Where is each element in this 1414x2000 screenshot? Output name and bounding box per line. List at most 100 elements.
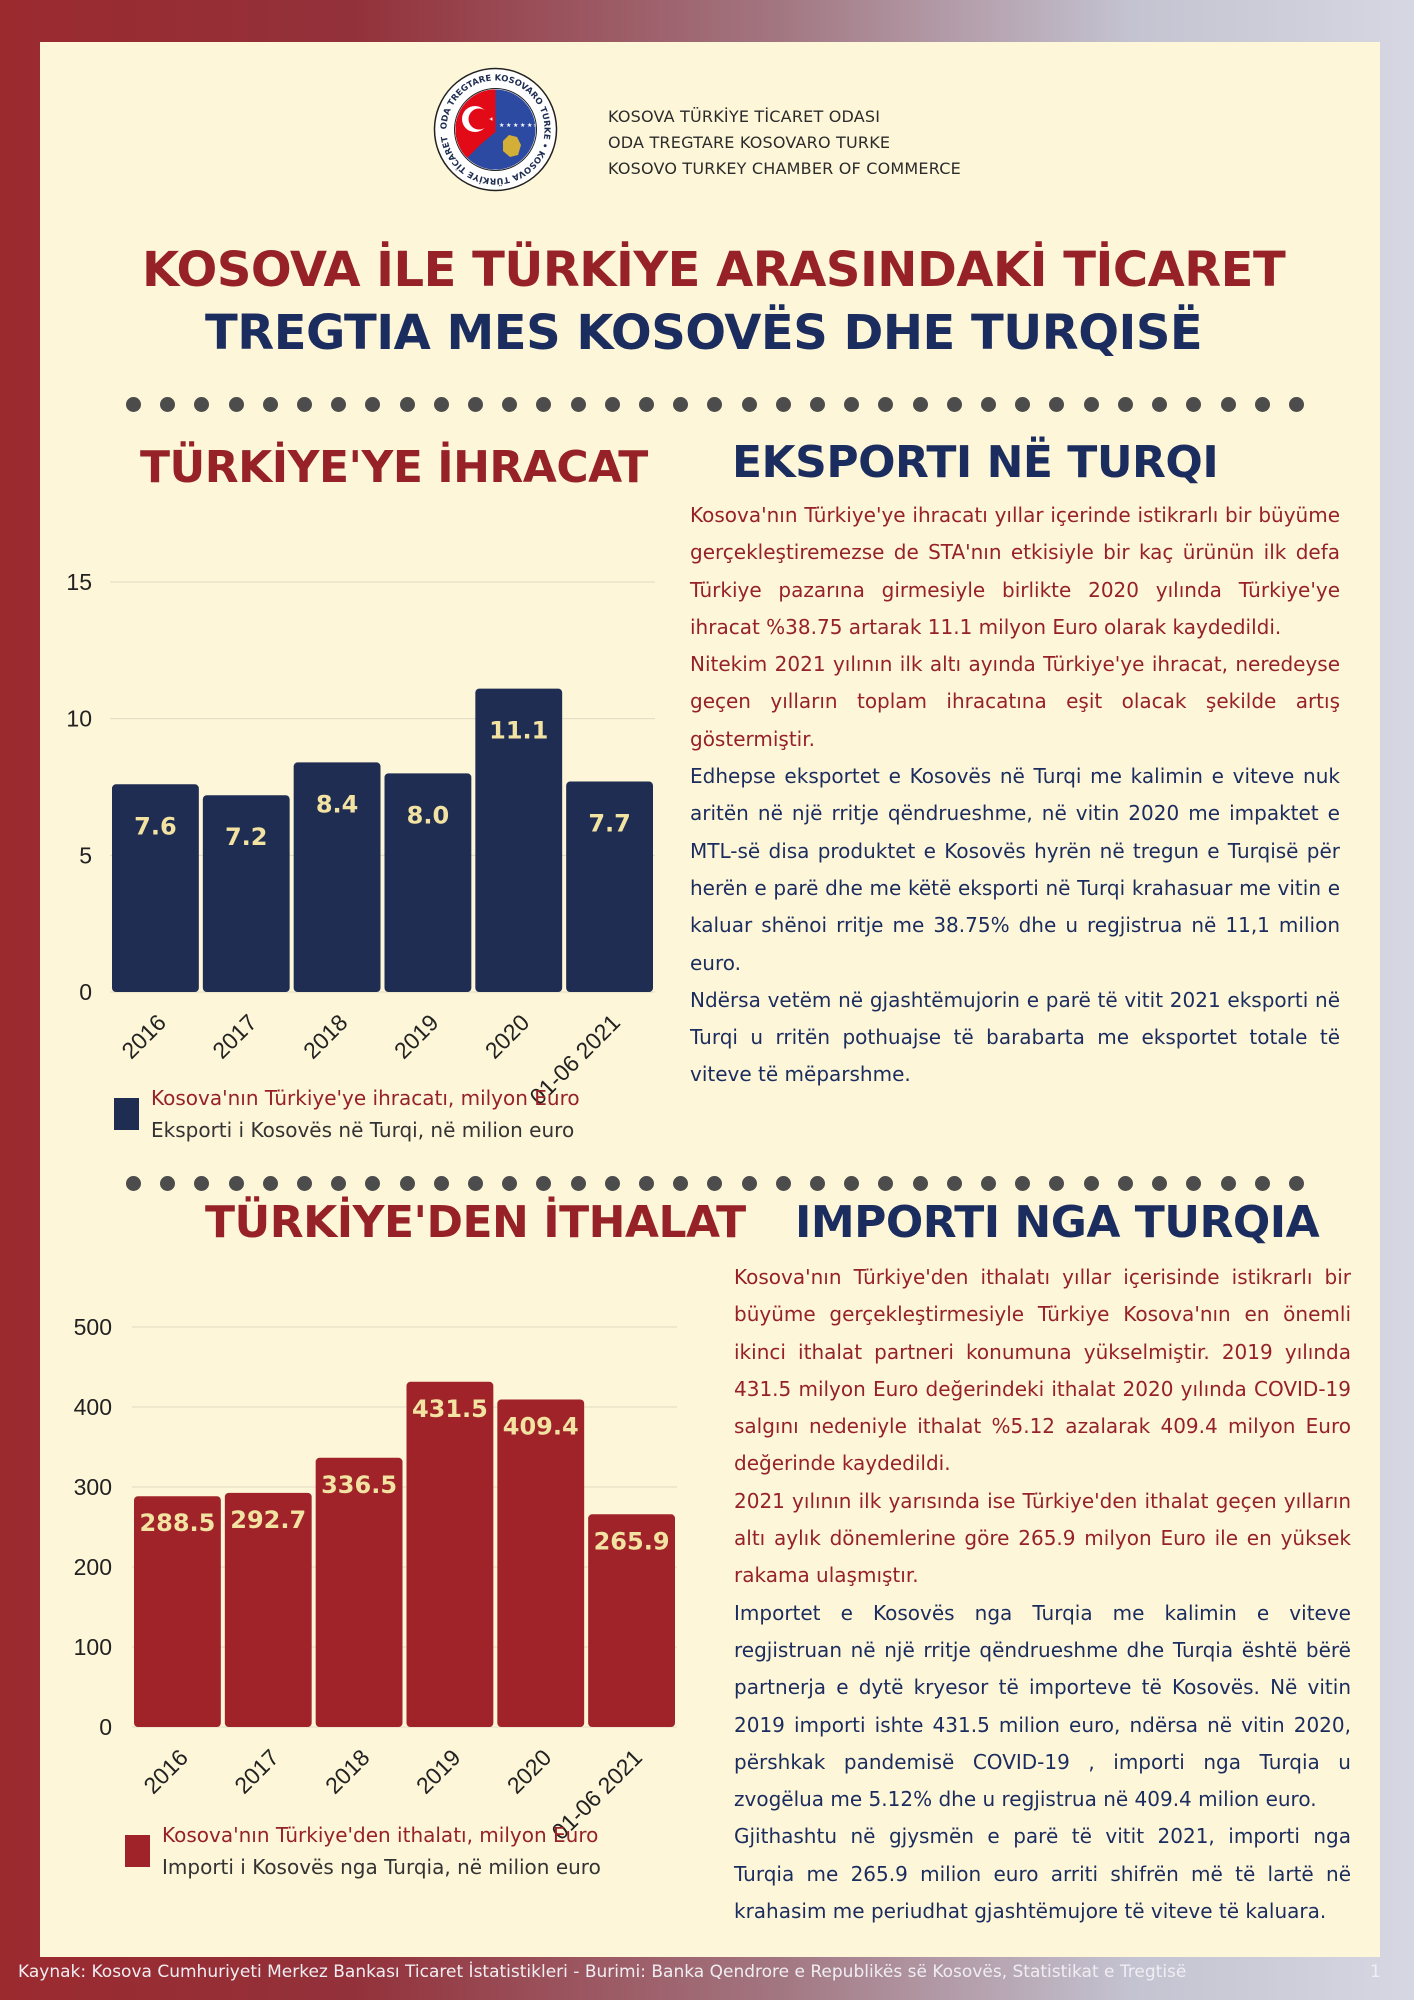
x-tick-label: 2016 [138,1744,193,1799]
divider-dot [810,397,826,412]
divider-dot [707,1176,723,1191]
infographic-card: ★★★ ★★★ ODA TREGTARE KOSOVARO TURKE • KO… [40,42,1380,1957]
x-tick-label: 2018 [320,1744,375,1799]
bar-value-label: 265.9 [594,1527,670,1555]
divider-dot [741,397,757,412]
bar-value-label: 11.1 [489,717,548,745]
divider-dot [604,1176,620,1191]
divider-dot [878,397,894,412]
divider-dot [810,1176,826,1191]
dotted-divider [126,1176,1304,1191]
x-tick-label: 2019 [411,1744,466,1799]
export-paragraph: Ndërsa vetëm në gjashtëmujorin e parë të… [690,987,1340,1087]
page-title-sq: TREGTIA MES KOSOVËS DHE TURQISË [205,305,1203,361]
divider-dot [365,397,381,412]
divider-dot [468,1176,484,1191]
import-heading-tr: TÜRKİYE'DEN İTHALAT [205,1197,746,1248]
bar-value-label: 8.0 [407,801,450,829]
divider-dot [262,1176,278,1191]
divider-dot [1220,397,1236,412]
bar [315,1457,403,1727]
divider-dot [399,1176,415,1191]
legend-label-sq: Eksporti i Kosovës në Turqi, në milion e… [151,1118,575,1142]
divider-dot [1049,397,1065,412]
divider-dot [1288,1176,1304,1191]
divider-dot [604,397,620,412]
divider-dot [1083,1176,1099,1191]
bar [384,773,472,992]
divider-dot [536,1176,552,1191]
divider-dot [502,1176,518,1191]
bar-value-label: 409.4 [503,1412,579,1440]
divider-dot [912,397,928,412]
bar [497,1399,585,1727]
divider-dot [1220,1176,1236,1191]
divider-dot [262,397,278,412]
divider-dot [126,1176,141,1191]
export-heading-sq: EKSPORTI NË TURQI [732,437,1219,488]
divider-dot [126,397,141,412]
svg-text:★: ★ [513,122,518,129]
divider-dot [228,397,244,412]
x-tick-label: 2017 [229,1744,284,1799]
divider-dot [1152,397,1168,412]
divider-dot [194,1176,210,1191]
import-heading-sq: IMPORTI NGA TURQIA [795,1197,1320,1248]
y-tick-label: 10 [66,706,92,732]
bar-value-label: 7.2 [225,823,268,851]
divider-dot [878,1176,894,1191]
divider-dot [673,397,689,412]
divider-dot [741,1176,757,1191]
x-tick-label: 2016 [116,1009,171,1064]
import-paragraph: Kosova'nın Türkiye'den ithalatı yıllar i… [734,1265,1351,1476]
divider-dot [1254,1176,1270,1191]
org-name-tr: KOSOVA TÜRKİYE TİCARET ODASI [608,107,881,126]
export-heading-tr: TÜRKİYE'YE İHRACAT [140,442,648,493]
divider-dot [639,1176,655,1191]
import-bar-chart: 0 100 200 300 400 500 288.5 2016 292.7 2017 336.5 2… [74,1314,677,1845]
x-tick-label: 2020 [480,1009,535,1064]
import-text: Kosova'nın Türkiye'den ithalatı yıllar i… [734,1259,1351,1930]
svg-text:★: ★ [533,122,538,129]
bar-value-label: 288.5 [139,1509,215,1537]
divider-dot [775,1176,791,1191]
bar [112,784,199,992]
divider-dot [160,397,176,412]
svg-text:★: ★ [520,122,525,129]
divider-dot [570,1176,586,1191]
bar-value-label: 8.4 [316,790,359,818]
divider-dot [468,397,484,412]
divider-dot [536,397,552,412]
divider-dot [570,397,586,412]
divider-dot [160,1176,176,1191]
import-paragraph: 2021 yılının ilk yarısında ise Türkiye'd… [734,1488,1351,1588]
divider-dot [844,1176,860,1191]
bar [588,1514,675,1727]
divider-dot [297,1176,313,1191]
y-tick-label: 300 [74,1474,112,1500]
y-tick-label: 100 [74,1634,112,1660]
x-tick-label: 2018 [298,1009,353,1064]
divider-dot [194,397,210,412]
divider-dot [946,397,962,412]
divider-dot [228,1176,244,1191]
divider-dot [844,397,860,412]
divider-dot [297,397,313,412]
divider-dot [433,397,449,412]
divider-dot [1254,397,1270,412]
import-paragraph: Importet e Kosovës nga Turqia me kalimin… [734,1600,1351,1812]
svg-text:★: ★ [499,122,504,129]
x-tick-label: 2017 [207,1009,262,1064]
bar-value-label: 7.6 [134,812,177,840]
x-tick-label: 2020 [502,1744,557,1799]
legend-label-tr: Kosova'nın Türkiye'den ithalatı, milyon … [162,1823,599,1847]
divider-dot [433,1176,449,1191]
y-tick-label: 0 [79,979,92,1005]
divider-dot [1186,1176,1202,1191]
bar [406,1381,494,1727]
svg-text:★: ★ [527,122,532,129]
divider-dot [912,1176,928,1191]
dotted-divider [126,397,1304,412]
bar [293,762,381,992]
divider-dot [1186,397,1202,412]
